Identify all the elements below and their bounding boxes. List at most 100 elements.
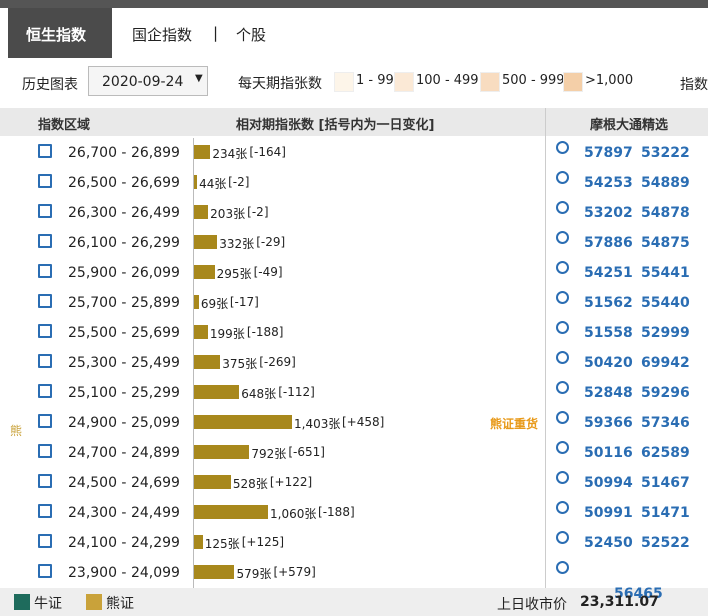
code[interactable]: 54889 (641, 175, 690, 191)
code[interactable]: 62589 (641, 445, 690, 461)
search-icon[interactable] (556, 531, 569, 544)
code[interactable]: 51471 (641, 505, 690, 521)
search-icon[interactable] (556, 351, 569, 364)
change-label: [-2] (228, 175, 250, 189)
link-icon[interactable] (38, 354, 52, 368)
code[interactable]: 53222 (641, 145, 690, 161)
link-icon[interactable] (38, 534, 52, 548)
bar (194, 235, 218, 249)
footer-bar (0, 588, 708, 616)
code[interactable]: 54253 (584, 175, 633, 191)
code[interactable]: 51562 (584, 295, 633, 311)
code[interactable]: 50991 (584, 505, 633, 521)
link-icon[interactable] (38, 414, 52, 428)
code[interactable]: 59366 (584, 415, 633, 431)
bar (194, 295, 199, 309)
change-label: [-188] (246, 325, 284, 339)
link-icon[interactable] (38, 384, 52, 398)
search-icon[interactable] (556, 561, 569, 574)
search-icon[interactable] (556, 381, 569, 394)
search-icon[interactable] (556, 441, 569, 454)
count-label: 528张 (232, 477, 268, 491)
bar (194, 265, 215, 279)
footer-swatch (86, 594, 102, 610)
search-icon[interactable] (556, 261, 569, 274)
search-icon[interactable] (556, 321, 569, 334)
link-icon[interactable] (38, 264, 52, 278)
column-header: 摩根大通精选 (590, 118, 669, 133)
code[interactable]: 51467 (641, 475, 690, 491)
code[interactable]: 51558 (584, 325, 633, 341)
link-icon[interactable] (38, 234, 52, 248)
search-icon[interactable] (556, 201, 569, 214)
search-icon[interactable] (556, 501, 569, 514)
code[interactable]: 50994 (584, 475, 633, 491)
legend-swatch (334, 72, 354, 92)
search-icon[interactable] (556, 291, 569, 304)
change-label: [-164] (249, 145, 286, 159)
search-icon[interactable] (556, 411, 569, 424)
link-icon[interactable] (38, 474, 52, 488)
bar (194, 385, 240, 399)
link-icon[interactable] (38, 144, 52, 158)
code[interactable]: 52999 (641, 325, 690, 341)
code[interactable]: 50420 (584, 355, 633, 371)
search-icon[interactable] (556, 171, 569, 184)
change-label: [+125] (241, 535, 285, 549)
change-label: [-17] (229, 295, 259, 309)
tab-separator: | (213, 24, 219, 42)
count-label: 1,060张 (270, 507, 317, 521)
range: 25,500 - 25,699 (68, 325, 180, 341)
code[interactable]: 53202 (584, 205, 633, 221)
code[interactable]: 56465 (614, 586, 663, 602)
code[interactable]: 59296 (641, 385, 690, 401)
search-icon[interactable] (556, 471, 569, 484)
code[interactable]: 50116 (584, 445, 633, 461)
change-label: [-49] (253, 265, 283, 279)
range: 24,700 - 24,899 (68, 445, 180, 461)
bar (194, 205, 209, 219)
bar (194, 565, 235, 579)
link-icon[interactable] (38, 174, 52, 188)
bar (194, 145, 211, 159)
close-label: 上日收市价 (497, 597, 567, 613)
count-label: 579张 (236, 567, 272, 581)
tab[interactable]: 恒生指数 (26, 26, 87, 44)
code[interactable]: 57346 (641, 415, 690, 431)
link-icon[interactable] (38, 564, 52, 578)
code[interactable]: 55440 (641, 295, 690, 311)
code[interactable]: 69942 (641, 355, 690, 371)
search-icon[interactable] (556, 231, 569, 244)
link-icon[interactable] (38, 504, 52, 518)
code[interactable]: 54875 (641, 235, 690, 251)
code[interactable]: 52522 (641, 535, 690, 551)
code[interactable]: 52450 (584, 535, 633, 551)
date-value[interactable]: 2020-09-24 (102, 74, 184, 90)
bar (194, 415, 292, 429)
link-icon[interactable] (38, 294, 52, 308)
count-label: 375张 (222, 357, 258, 371)
range: 26,100 - 26,299 (68, 235, 180, 251)
code[interactable]: 57897 (584, 145, 633, 161)
link-icon[interactable] (38, 204, 52, 218)
code[interactable]: 54251 (584, 265, 633, 281)
code[interactable]: 57886 (584, 235, 633, 251)
tab[interactable]: 国企指数 (132, 26, 193, 44)
count-label: 203张 (210, 207, 246, 221)
legend-label: 100 - 499 (416, 73, 479, 88)
date-select[interactable] (88, 66, 208, 96)
code[interactable]: 52848 (584, 385, 633, 401)
change-label: [+458] (342, 415, 385, 429)
link-icon[interactable] (38, 324, 52, 338)
bar (194, 505, 269, 519)
count-label: 295张 (216, 267, 252, 281)
search-icon[interactable] (556, 141, 569, 154)
bar (194, 175, 198, 189)
code[interactable]: 54878 (641, 205, 690, 221)
daily-label: 每天期指张数 (238, 76, 322, 92)
change-label: [-112] (278, 385, 315, 399)
change-label: [-29] (256, 235, 286, 249)
tab[interactable]: 个股 (236, 26, 267, 44)
code[interactable]: 55441 (641, 265, 690, 281)
link-icon[interactable] (38, 444, 52, 458)
